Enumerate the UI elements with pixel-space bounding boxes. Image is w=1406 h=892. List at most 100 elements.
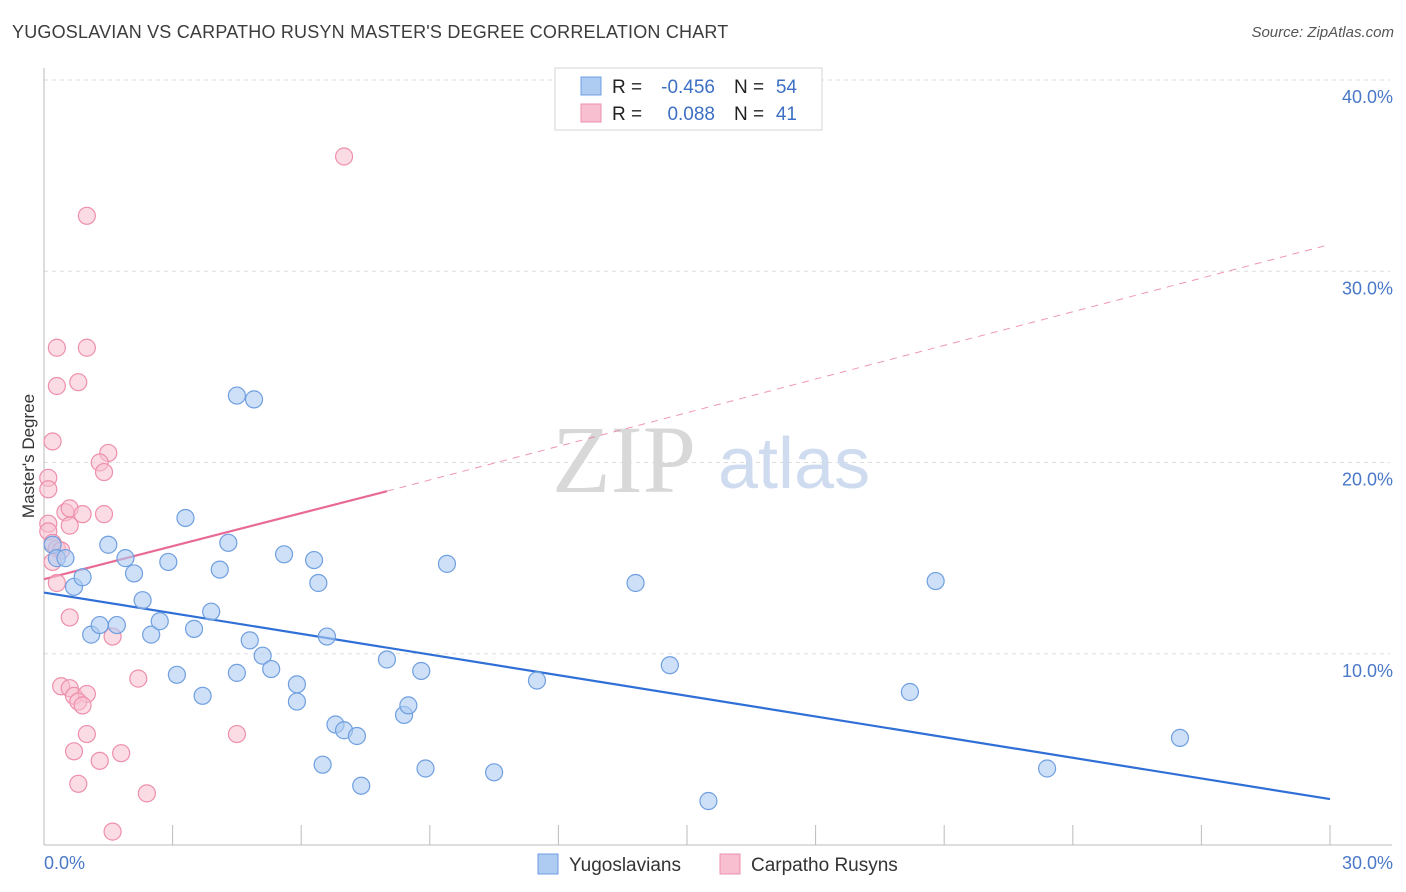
yugoslavians-point-11 [133,591,152,610]
stats-r-value-1: -0.456 [661,77,715,98]
legend: Yugoslavians Carpatho Rusyns [537,853,898,876]
legend-label-yugoslavians: Yugoslavians [569,855,681,876]
y-axis-label: Master's Degree [19,394,38,518]
yugoslavians-point-30 [309,573,328,593]
trend-line-yugoslavians [43,591,1331,801]
source-credit: Source: ZipAtlas.com [1251,24,1394,41]
yugoslavians-point-49 [926,571,945,591]
carpatho-rusyns-point-16 [60,516,79,535]
yugoslavians-point-44 [527,671,547,690]
yugoslavians-point-50 [1037,759,1057,778]
watermark-zip: ZIP [552,406,696,513]
yugoslavians-point-9 [116,549,135,568]
carpatho-rusyns-point-31 [227,724,246,744]
carpatho-rusyns-point-4 [47,376,66,396]
carpatho-rusyns-point-9 [94,462,114,482]
trend-lines [43,243,1331,801]
legend-label-carpatho-rusyns: Carpatho Rusyns [751,855,898,876]
carpatho-rusyns-point-34 [90,751,109,770]
yugoslavians-point-14 [159,552,178,572]
yugoslavians-point-12 [142,625,161,644]
carpatho-rusyns-point-3 [77,338,96,357]
yugoslavians-point-42 [437,554,457,573]
stats-r-value-2: 0.088 [667,104,715,125]
yugoslavians-point-40 [412,661,431,681]
yugoslavians-point-15 [167,665,186,684]
y-tick-label-0: 10.0% [1342,661,1393,681]
carpatho-rusyns-point-38 [103,822,122,841]
yugoslavians-point-4 [73,568,92,587]
carpatho-rusyns-point-24 [129,669,148,688]
yugoslavians-point-19 [202,602,221,621]
carpatho-rusyns-point-5 [69,373,88,392]
yugoslavians-point-13 [150,612,169,631]
x-tick-label-max: 30.0% [1342,853,1393,873]
yugoslavians-point-24 [253,646,272,665]
carpatho-rusyns-point-32 [77,724,96,744]
yugoslavians-point-36 [352,776,371,795]
yugoslavians-point-28 [287,692,307,711]
carpatho-rusyns-points [39,147,354,841]
legend-swatch-yugoslavians [537,853,559,875]
stats-swatch-blue [580,76,602,96]
carpatho-rusyns-point-0 [334,147,354,166]
carpatho-rusyns-point-22 [60,608,79,627]
carpatho-rusyns-point-11 [39,480,58,499]
yugoslavians-point-35 [347,726,367,746]
yugoslavians-point-8 [107,615,126,635]
carpatho-rusyns-point-1 [77,206,96,225]
chart-title: YUGOSLAVIAN VS CARPATHO RUSYN MASTER'S D… [12,22,729,42]
carpatho-rusyns-point-6 [43,432,62,451]
yugoslavians-point-43 [485,763,504,782]
watermark-atlas: atlas [718,424,870,504]
carpatho-rusyns-point-30 [73,696,92,715]
stats-swatch-pink [580,103,602,123]
yugoslavians-point-10 [124,564,144,583]
axes [43,68,1392,846]
carpatho-rusyns-point-2 [47,338,66,357]
yugoslavians-point-46 [660,656,679,675]
carpatho-rusyns-point-33 [64,742,84,761]
legend-swatch-carpatho-rusyns [719,853,741,875]
yugoslavians-point-2 [56,549,75,568]
y-tick-label-1: 20.0% [1342,470,1393,490]
carpatho-rusyns-point-21 [47,573,66,593]
x-tick-labels: 0.0% 30.0% [44,853,1393,873]
yugoslavians-point-21 [219,533,238,552]
watermark: ZIP atlas [552,406,870,513]
yugoslavians-point-7 [99,535,118,554]
yugoslavians-point-32 [313,755,332,774]
yugoslavians-point-47 [699,791,718,811]
yugoslavians-point-16 [176,508,195,528]
yugoslavians-point-27 [287,675,307,694]
x-tick-label-min: 0.0% [44,853,85,873]
yugoslavians-point-51 [1170,728,1190,748]
carpatho-rusyns-point-36 [69,774,88,793]
yugoslavians-point-20 [210,560,229,579]
yugoslavians-point-53 [244,390,264,409]
yugoslavians-point-31 [317,627,337,646]
yugoslavians-point-52 [227,386,246,405]
y-tick-label-2: 30.0% [1342,278,1393,298]
carpatho-rusyns-point-35 [112,744,131,763]
stats-r-label-1: R = [612,77,642,98]
stats-n-value-1: 54 [776,77,798,98]
carpatho-rusyns-point-14 [73,505,92,524]
yugoslavians-point-25 [262,659,281,679]
yugoslavians-point-18 [193,686,212,705]
grid-lines [44,79,1390,655]
stats-n-label-1: N = [734,77,764,98]
yugoslavians-point-41 [416,759,435,778]
stats-r-label-2: R = [612,104,642,125]
stats-box: R = -0.456 N = 54 R = 0.088 N = 41 [554,67,823,131]
yugoslavians-points [43,386,1190,811]
yugoslavians-point-37 [377,650,397,669]
y-tick-labels: 10.0% 20.0% 30.0% 40.0% [1342,87,1393,681]
yugoslavians-point-26 [274,545,294,564]
yugoslavians-point-6 [90,615,109,635]
carpatho-rusyns-point-15 [94,505,114,524]
trend-line-carpatho-rusyns [43,490,388,581]
stats-n-label-2: N = [734,104,764,125]
yugoslavians-point-22 [227,663,246,682]
